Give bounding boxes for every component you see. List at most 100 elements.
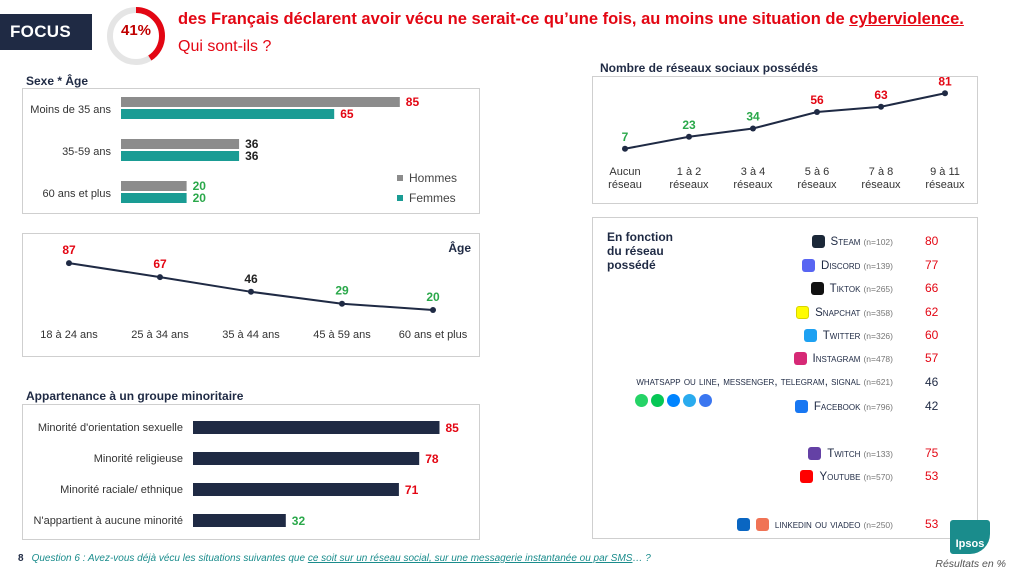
category-label: 7 à 8 <box>869 166 893 178</box>
minority-panel: Minorité d'orientation sexuelle 85 Minorit… <box>22 404 480 540</box>
platform-sample: (n=621) <box>863 377 893 387</box>
platform-sample: (n=358) <box>863 307 893 318</box>
platforms-title-line: possédé <box>607 258 656 272</box>
platform-row: Instagram (n=478) <box>793 352 893 365</box>
platform-name: whatsapp ou line, messenger, telegram, s… <box>636 376 861 388</box>
data-label: 65 <box>340 107 354 121</box>
data-label: 20 <box>193 179 207 193</box>
data-label: 46 <box>244 272 258 286</box>
headline-text: des Français déclarent avoir vécu ne ser… <box>178 10 850 28</box>
platform-sample: (n=133) <box>863 448 893 459</box>
platform-value: 46 <box>925 375 939 389</box>
networks-title: Nombre de réseaux sociaux possédés <box>600 61 819 75</box>
category-label: 1 à 2 <box>677 166 701 178</box>
discord-icon <box>802 259 816 272</box>
data-point <box>750 125 756 132</box>
percent-donut <box>107 7 165 65</box>
question-underlined: ce soit sur un réseau social, sur une me… <box>307 553 633 564</box>
whatsapp-icon <box>635 394 648 407</box>
data-label: 85 <box>446 421 460 435</box>
subheadline: Qui sont-ils ? <box>178 38 272 55</box>
platforms-title-line: du réseau <box>607 244 664 258</box>
snapchat-icon <box>796 306 810 319</box>
legend-label: Femmes <box>409 191 456 205</box>
age-panel: Âge 87 18 à 24 ans 67 25 à 34 ans 46 35 à 44 a… <box>22 233 480 357</box>
data-label: 56 <box>810 93 824 107</box>
platform-row: Facebook (n=796) <box>794 400 893 413</box>
platform-row: Twitter (n=326) <box>803 329 893 342</box>
platform-value: 60 <box>925 328 939 342</box>
messenger-icon <box>667 394 680 407</box>
platforms-title: En fonction du réseau possédé <box>607 230 673 272</box>
networks-panel: 7 Aucun réseau 23 1 à 2 réseaux 34 3 à 4 réseaux… <box>592 74 978 204</box>
percent-label: 41% <box>120 22 152 39</box>
bar-femmes <box>121 193 187 203</box>
data-point <box>430 307 436 313</box>
platform-value: 66 <box>925 281 939 295</box>
headline: des Français déclarent avoir vécu ne ser… <box>178 10 964 29</box>
platform-value: 75 <box>925 446 939 460</box>
tiktok-icon <box>810 282 824 295</box>
linkedin-icon <box>736 518 750 531</box>
platform-name: linkedin ou viadeo <box>774 518 861 531</box>
category-label: Aucun <box>609 166 640 178</box>
facebook-icon <box>794 400 808 413</box>
data-label: 32 <box>292 514 306 528</box>
category-label: réseaux <box>861 179 901 191</box>
platform-sample: (n=265) <box>863 283 893 294</box>
signal-icon <box>699 394 712 407</box>
category-label: Minorité d'orientation sexuelle <box>38 422 183 434</box>
data-point <box>942 90 948 97</box>
platform-row: whatsapp ou line, messenger, telegram, s… <box>636 376 893 388</box>
platform-row: Tiktok (n=265) <box>810 282 893 295</box>
category-label: Moins de 35 ans <box>30 104 111 116</box>
platform-name: Youtube <box>819 470 861 483</box>
sexe-age-title: Sexe * Âge <box>26 74 89 88</box>
data-label: 34 <box>746 110 760 124</box>
platform-value: 42 <box>925 399 939 413</box>
platforms-title-line: En fonction <box>607 230 673 244</box>
data-point <box>878 103 884 110</box>
platform-sample: (n=326) <box>863 330 893 341</box>
platform-row: Twitch (n=133) <box>808 447 893 460</box>
headline-keyword: cyberviolence. <box>849 10 964 28</box>
platform-name: Facebook <box>813 400 861 413</box>
platform-name: Steam <box>830 235 861 248</box>
minority-title: Appartenance à un groupe minoritaire <box>26 389 244 403</box>
category-label: 9 à 11 <box>930 166 960 178</box>
logo-text: Ipsos <box>955 538 985 550</box>
platform-value: 62 <box>925 305 939 319</box>
age-chart-title: Âge <box>448 240 471 255</box>
platform-value: 77 <box>925 258 939 272</box>
category-label: Minorité religieuse <box>94 453 183 465</box>
category-label: 45 à 59 ans <box>313 329 371 341</box>
bar <box>193 514 286 527</box>
messaging-icons <box>635 394 712 407</box>
twitter-icon <box>803 329 817 342</box>
data-label: 36 <box>245 149 259 163</box>
bar-femmes <box>121 151 240 161</box>
viadeo-icon <box>755 518 769 531</box>
category-label: 18 à 24 ans <box>40 329 98 341</box>
platform-row: Discord (n=139) <box>802 259 893 272</box>
data-label: 81 <box>938 77 952 88</box>
data-point <box>622 145 628 152</box>
platform-value: 53 <box>925 469 939 483</box>
data-label: 20 <box>193 191 207 205</box>
minority-chart: Minorité d'orientation sexuelle 85 Minorit… <box>34 421 460 528</box>
platform-name: Twitch <box>827 447 861 460</box>
data-label: 29 <box>335 284 349 298</box>
bar <box>193 452 420 465</box>
category-label: 35-59 ans <box>62 146 111 158</box>
data-point <box>157 274 163 281</box>
question-suffix: … ? <box>632 553 651 564</box>
category-label: 60 ans et plus <box>399 329 468 341</box>
data-point <box>248 288 254 295</box>
data-point <box>814 109 820 115</box>
platform-name: Tiktok <box>829 282 861 295</box>
footnote: 8 Question 6 : Avez-vous déjà vécu les si… <box>18 553 651 564</box>
category-label: N'appartient à aucune minorité <box>34 515 183 527</box>
ipsos-logo: Ipsos <box>950 520 990 554</box>
